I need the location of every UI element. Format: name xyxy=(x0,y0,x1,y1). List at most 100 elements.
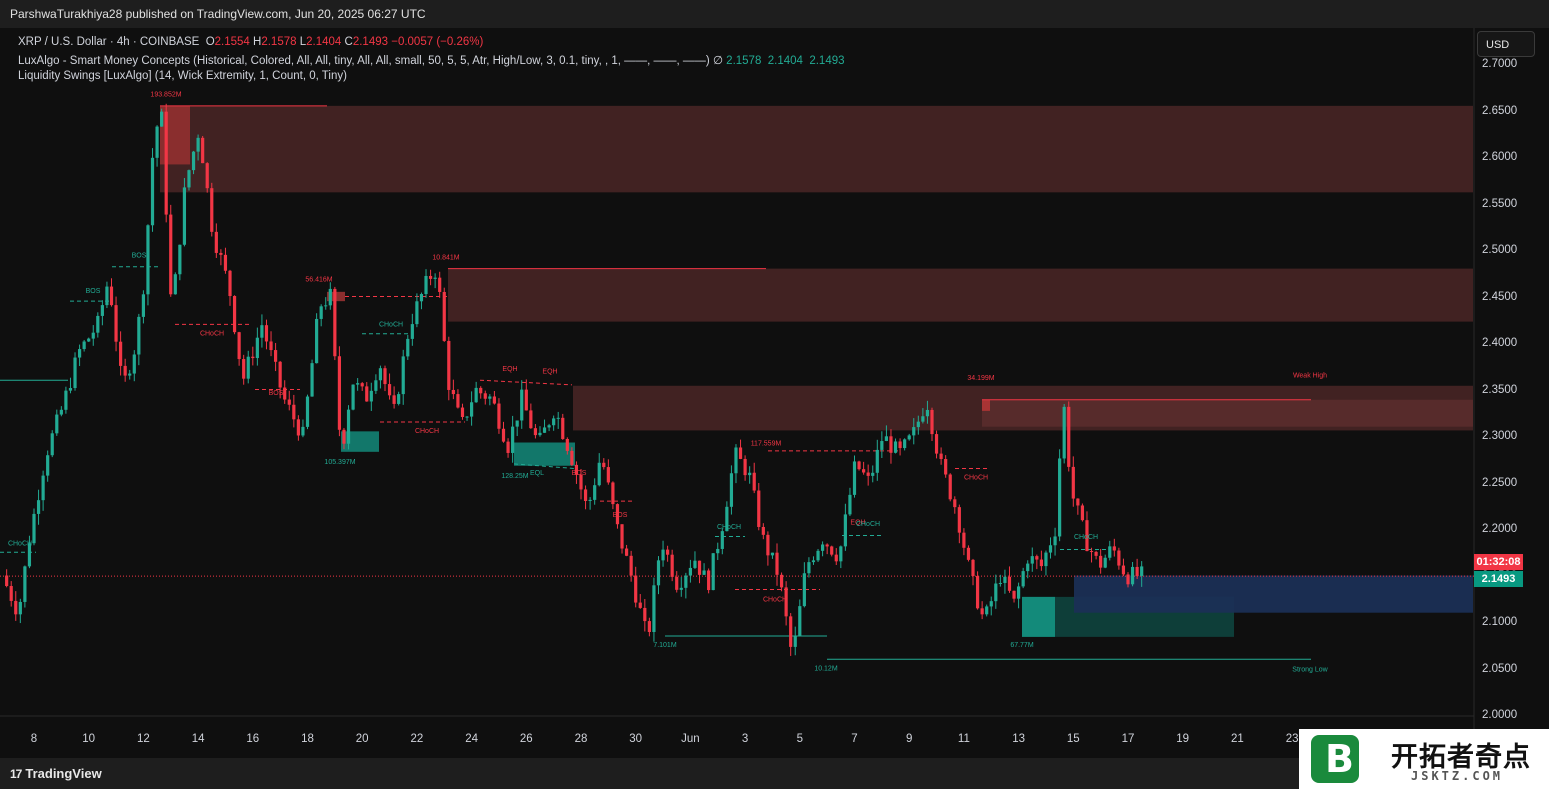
candle-body xyxy=(652,585,656,633)
price-tick: 2.4000 xyxy=(1482,337,1518,349)
candle-body xyxy=(397,394,401,404)
watermark-logo-icon: B xyxy=(1311,735,1359,783)
currency-button[interactable]: USD xyxy=(1477,31,1535,57)
candle-body xyxy=(246,356,250,379)
time-tick: 10 xyxy=(82,733,96,745)
candle-body xyxy=(647,621,651,633)
price-tick: 2.3000 xyxy=(1482,430,1518,442)
candle-body xyxy=(570,450,574,465)
annotation-label: EQH xyxy=(850,519,865,526)
supply-zone xyxy=(160,105,1473,193)
candle-body xyxy=(962,532,966,548)
candle-body xyxy=(834,554,838,562)
candle-body xyxy=(91,332,95,339)
annotation-label: CHoCH xyxy=(717,524,741,531)
time-tick: 9 xyxy=(905,733,913,745)
candle-body xyxy=(374,380,378,391)
order-block-bull xyxy=(514,442,575,466)
watermark: B 开拓者奇点 JSKTZ.COM xyxy=(1299,729,1549,789)
candle-body xyxy=(816,550,820,561)
candle-body xyxy=(210,188,214,232)
annotation-label: CHoCH xyxy=(379,321,403,328)
time-tick: 5 xyxy=(796,733,803,745)
candle-body xyxy=(264,325,269,342)
time-tick: Jun xyxy=(681,733,700,745)
time-tick: 17 xyxy=(1121,733,1135,745)
candle-body xyxy=(1108,546,1112,558)
candle-body xyxy=(77,349,82,358)
candle-body xyxy=(684,575,688,588)
chart-area[interactable]: 193.852M BOS BOS CHoCH CHoCH 56.416M BOS CHoCH 1… xyxy=(0,28,1549,758)
candle-body xyxy=(488,396,492,399)
legend-indicator-2[interactable]: Liquidity Swings [LuxAlgo] (14, Wick Ext… xyxy=(18,70,347,82)
price-tick: 2.3500 xyxy=(1482,383,1518,396)
candle-body xyxy=(1035,556,1039,560)
candle-body xyxy=(360,383,364,387)
annotation-label: BOS xyxy=(132,252,147,259)
candle-body xyxy=(324,305,328,307)
candle-body xyxy=(50,433,54,456)
candle-body xyxy=(953,499,957,508)
candle-body xyxy=(470,402,474,417)
candle-body xyxy=(597,462,601,486)
candle-body xyxy=(820,544,825,551)
tradingview-logo[interactable]: 17 TradingView xyxy=(10,766,102,781)
order-block-bull xyxy=(341,431,379,452)
legend-indicator-1[interactable]: LuxAlgo - Smart Money Concepts (Historic… xyxy=(18,53,845,67)
candle-body xyxy=(68,388,73,391)
candle-body xyxy=(465,416,469,418)
annotation-label: 105.397M xyxy=(324,459,355,466)
candle-body xyxy=(474,387,478,403)
candle-body xyxy=(27,543,32,567)
time-tick: 12 xyxy=(136,733,150,745)
price-tick: 2.1000 xyxy=(1482,616,1518,628)
candle-body xyxy=(766,534,770,556)
eql-line xyxy=(513,463,576,470)
low-label: L xyxy=(299,36,307,48)
candle-body xyxy=(214,231,218,253)
candle-body xyxy=(160,111,164,127)
candle-body xyxy=(232,296,237,333)
candle-body xyxy=(716,548,720,554)
candle-body xyxy=(109,286,114,306)
candle-body xyxy=(401,356,405,395)
price-tick: 2.5000 xyxy=(1482,244,1518,256)
candle-body xyxy=(711,553,715,591)
candle-body xyxy=(802,573,806,607)
candle-body xyxy=(775,552,779,575)
publisher-text: ParshwaTurakhiya28 published on TradingV… xyxy=(10,7,426,21)
time-tick: 20 xyxy=(355,733,369,745)
price-tick: 2.0000 xyxy=(1482,709,1518,721)
time-tick: 28 xyxy=(574,733,588,745)
chart-svg[interactable]: 193.852M BOS BOS CHoCH CHoCH 56.416M BOS CHoCH 1… xyxy=(0,28,1549,758)
candle-body xyxy=(255,337,259,359)
candle-body xyxy=(944,459,948,475)
candle-body xyxy=(346,409,351,444)
candle-body xyxy=(228,270,232,297)
candle-body xyxy=(383,368,387,385)
candle-body xyxy=(251,356,255,359)
candle-body xyxy=(907,435,911,440)
candle-body xyxy=(830,546,834,555)
candle-body xyxy=(666,549,670,555)
annotation-label: BOS xyxy=(613,512,628,519)
candle-body xyxy=(985,606,989,615)
candle-body xyxy=(191,151,196,171)
candle-body xyxy=(789,616,793,647)
candle-body xyxy=(511,426,515,453)
candle-body xyxy=(73,357,77,389)
annotation-label: 10.12M xyxy=(814,665,838,672)
candle-body xyxy=(852,461,857,495)
candle-body xyxy=(1044,552,1048,567)
candle-body xyxy=(260,325,264,338)
symbol-name[interactable]: XRP / U.S. Dollar · 4h · COINBASE xyxy=(18,36,200,48)
publisher-bar: ParshwaTurakhiya28 published on TradingV… xyxy=(0,0,1549,29)
watermark-title: 开拓者奇点 xyxy=(1391,742,1531,773)
candle-body xyxy=(975,576,980,609)
candle-body xyxy=(23,566,27,602)
annotation-label: 67.77M xyxy=(1010,642,1034,649)
candle-body xyxy=(141,294,145,317)
candle-body xyxy=(583,489,588,502)
price-tick: 2.5500 xyxy=(1482,197,1518,210)
candle-body xyxy=(492,396,496,404)
